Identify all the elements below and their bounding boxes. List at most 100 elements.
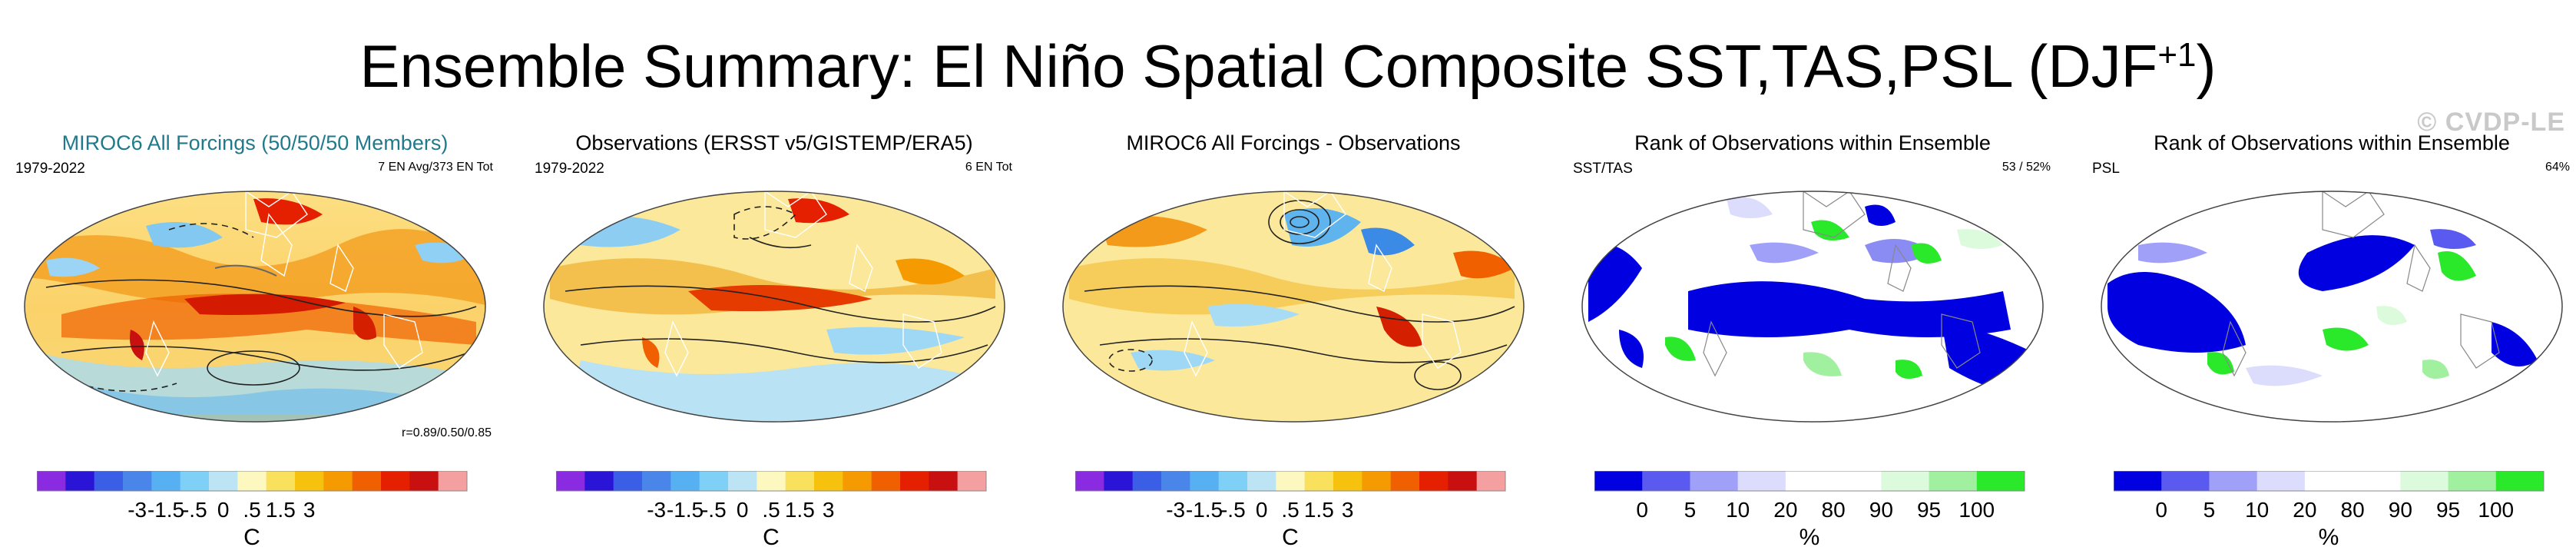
colorbar-swatch <box>814 471 843 491</box>
colorbar-tick-label: -3 <box>127 498 147 522</box>
colorbar-swatch <box>180 471 210 491</box>
variable-label: PSL <box>2092 161 2120 177</box>
colorbar-swatch <box>409 471 439 491</box>
colorbar-tick-label: 80 <box>2341 498 2365 522</box>
colorbar-swatch <box>1247 471 1276 491</box>
colorbar-tick-label: 100 <box>1958 498 1995 522</box>
panel-title: MIROC6 All Forcings (50/50/50 Members) <box>61 131 449 154</box>
map-rank-sst-tas <box>1581 191 2044 423</box>
colorbar-unit-label: C <box>763 525 780 550</box>
colorbar-swatch <box>123 471 152 491</box>
colorbar-swatch <box>1390 471 1420 491</box>
colorbar-swatch <box>295 471 324 491</box>
colorbar-swatch <box>1737 471 1786 491</box>
colorbar-unit-label: C <box>243 525 260 550</box>
colorbar-tick-label: 1.5 <box>785 498 815 522</box>
colorbar-swatch <box>1448 471 1478 491</box>
colorbar-swatch <box>438 471 468 491</box>
colorbar-swatch <box>209 471 238 491</box>
colorbar-swatch <box>2400 471 2449 491</box>
period-label: 1979-2022 <box>535 161 604 177</box>
colorbar-tick-label: 20 <box>2293 498 2316 522</box>
colorbar-tick-label: 10 <box>1726 498 1750 522</box>
colorbar-swatch <box>556 471 585 491</box>
colorbar-unit-label: % <box>2319 525 2339 550</box>
colorbar-tick-label: -3 <box>647 498 666 522</box>
colorbar-tick-label: 5 <box>2204 498 2216 522</box>
colorbar-swatch <box>2256 471 2306 491</box>
colorbar-tick-label: 80 <box>1822 498 1846 522</box>
colorbar-tick-label: 20 <box>1773 498 1797 522</box>
colorbar-tick-label: 100 <box>2478 498 2514 522</box>
colorbar-swatch <box>2448 471 2497 491</box>
colorbar-swatch <box>2495 471 2545 491</box>
colorbar-border <box>1075 471 1506 492</box>
percent-label: 53 / 52% <box>2002 161 2051 174</box>
colorbar-swatch <box>1132 471 1162 491</box>
colorbar-swatch <box>929 471 959 491</box>
colorbar-swatch <box>1594 471 1643 491</box>
panel-title: Rank of Observations within Ensemble <box>2154 131 2510 154</box>
colorbar-border <box>1594 471 2025 492</box>
colorbar-tick-label: -.5 <box>701 498 727 522</box>
panel-observations-composite: Observations (ERSST v5/GISTEMP/ERA5) 197… <box>528 127 1020 557</box>
period-label: 1979-2022 <box>15 161 85 177</box>
colorbar-border <box>556 471 987 492</box>
map-observations-composite <box>543 191 1005 423</box>
rank-colorbar: 0 5 10 20 80 90 95 100% <box>1594 471 2025 550</box>
colorbar-swatch <box>613 471 643 491</box>
colorbar-swatch <box>642 471 671 491</box>
colorbar-tick-label: 0 <box>217 498 230 522</box>
colorbar-border <box>37 471 468 492</box>
colorbar-swatch <box>266 471 296 491</box>
correlation-label: r=0.89/0.50/0.85 <box>402 426 492 439</box>
colorbar-swatch <box>2304 471 2353 491</box>
colorbar-tick-label: 0 <box>737 498 749 522</box>
colorbar-swatch <box>1304 471 1334 491</box>
colorbar-swatch <box>151 471 181 491</box>
watermark-cvdp-le: © CVDP-LE <box>2417 108 2565 137</box>
colorbar-swatch <box>1476 471 1506 491</box>
colorbar-swatch <box>65 471 95 491</box>
colorbar-tick-label: -3 <box>1166 498 1185 522</box>
colorbar-tick-label: -1.5 <box>667 498 704 522</box>
temperature-colorbar: -3 -1.5-.5 0 .5 1.5 3 C <box>1075 471 1506 550</box>
colorbar-swatch <box>352 471 382 491</box>
event-count-label: 6 EN Tot <box>965 161 1012 174</box>
colorbar-swatch <box>2114 471 2162 491</box>
colorbar-swatch <box>785 471 815 491</box>
colorbar-swatch <box>1276 471 1306 491</box>
colorbar-tick-label: 5 <box>1684 498 1697 522</box>
colorbar-border <box>2114 471 2545 492</box>
colorbar-tick-label: 90 <box>1869 498 1893 522</box>
map-difference <box>1062 191 1525 423</box>
colorbar-tick-label: 3 <box>823 498 835 522</box>
colorbar-swatch <box>323 471 353 491</box>
colorbar-swatch <box>1785 471 1834 491</box>
colorbar-swatch <box>1881 471 1930 491</box>
colorbar-tick-label: 0 <box>2155 498 2167 522</box>
colorbar-tick-label: 3 <box>303 498 316 522</box>
percent-label: 64% <box>2545 161 2570 174</box>
temperature-colorbar: -3 -1.5-.5 0 .5 1.5 3 C <box>556 471 987 550</box>
colorbar-tick-label: -1.5 <box>147 498 184 522</box>
colorbar-swatch <box>1161 471 1190 491</box>
colorbar-swatch <box>584 471 614 491</box>
colorbar-tick-label: .5 <box>243 498 260 522</box>
colorbar-swatch <box>670 471 700 491</box>
colorbar-swatch <box>2161 471 2210 491</box>
colorbar-tick-label: -1.5 <box>1186 498 1223 522</box>
colorbar-swatch <box>2209 471 2258 491</box>
colorbar-swatch <box>699 471 729 491</box>
colorbar-swatch <box>843 471 872 491</box>
colorbar-swatch <box>1419 471 1449 491</box>
colorbar-unit-label: % <box>1800 525 1820 550</box>
colorbar-swatch <box>1833 471 1882 491</box>
panel-title: Rank of Observations within Ensemble <box>1634 131 1991 154</box>
colorbar-tick-label: -.5 <box>1220 498 1246 522</box>
colorbar-swatch <box>1929 471 1978 491</box>
colorbar-swatch <box>94 471 124 491</box>
colorbar-tick-label: .5 <box>762 498 780 522</box>
colorbar-tick-label: 1.5 <box>1304 498 1334 522</box>
panel-title: Observations (ERSST v5/GISTEMP/ERA5) <box>575 131 973 154</box>
